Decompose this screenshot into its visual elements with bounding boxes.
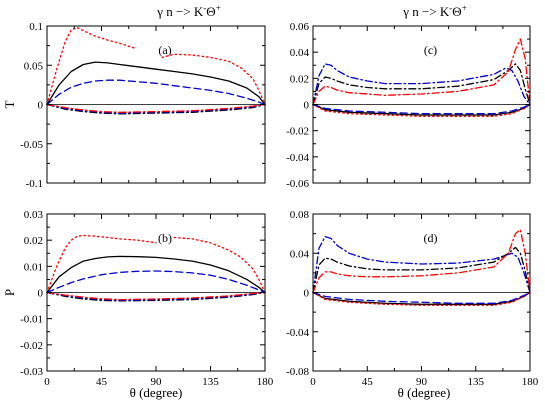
panel-label: (c) [424, 43, 437, 57]
xlabel-left: θ (degree) [130, 385, 183, 400]
series-line-a-0 [46, 61, 266, 106]
series-line-a-5 [46, 103, 266, 114]
xtick-label: 180 [522, 376, 539, 388]
ytick-label: 0.01 [24, 261, 43, 273]
series-line-c-0 [312, 63, 531, 106]
series-line-d-2 [312, 229, 531, 294]
title-right: γ n −> K-Θ+ [402, 3, 467, 19]
ytick-label: 0.02 [24, 235, 43, 247]
xtick-label: 45 [362, 376, 374, 388]
ytick-label: -0.04 [286, 152, 309, 164]
ytick-label: -0.08 [286, 366, 309, 378]
series-line-b-5 [46, 291, 266, 302]
ytick-label: -0.03 [20, 366, 43, 378]
series-line-c-4 [312, 103, 531, 117]
xtick-label: 0 [310, 376, 316, 388]
ytick-label: 0.05 [24, 60, 44, 72]
ytick-label: 0.04 [290, 248, 310, 260]
series-line-c-5 [312, 103, 531, 115]
series-line-a-2 [161, 53, 266, 106]
series-line-d-1 [312, 246, 531, 294]
xtick-label: 45 [96, 376, 108, 388]
xtick-label: 90 [416, 376, 428, 388]
series-line-b-2 [173, 236, 266, 294]
xtick-label: 0 [44, 376, 50, 388]
ytick-label: -0.02 [20, 340, 43, 352]
series-line-b-1 [46, 234, 157, 294]
ytick-label: 0.03 [24, 209, 44, 221]
ytick-label: -0.06 [286, 178, 309, 190]
series-line-c-1 [312, 63, 531, 106]
series-line-d-4 [312, 291, 531, 306]
panel-label: (b) [158, 231, 172, 245]
ytick-label: 0 [38, 100, 44, 112]
series-line-c-3 [312, 103, 531, 116]
panel-b: -0.03 -0.02 -0.01 0 0.01 0.02 0.03 0 45 90 135 180 (… [2, 209, 274, 388]
xtick-label: 135 [202, 376, 219, 388]
series-line-c-2 [312, 38, 531, 106]
xtick-label: 180 [257, 376, 274, 388]
series-line-d-0 [312, 235, 531, 294]
ytick-label: 0.1 [29, 21, 43, 33]
ytick-label: -0.1 [26, 178, 43, 190]
ytick-label: 0.02 [290, 73, 309, 85]
ylabel: P [2, 289, 17, 296]
series-line-a-4 [46, 103, 266, 115]
series-line-a-3 [46, 79, 266, 106]
ytick-label: 0 [304, 100, 310, 112]
panel-a: -0.1 -0.05 0 0.05 0.1 (a) T [2, 21, 266, 190]
panel-label: (d) [424, 231, 438, 245]
ytick-label: 0.08 [290, 209, 310, 221]
ytick-label: 0 [304, 288, 310, 300]
series-line-b-0 [46, 255, 266, 294]
ytick-label: 0.06 [290, 21, 310, 33]
series-line-d-5 [312, 291, 531, 304]
series-line-a-6 [46, 103, 266, 113]
ylabel: T [2, 100, 17, 108]
xtick-label: 135 [468, 376, 485, 388]
ytick-label: 0.04 [290, 47, 310, 59]
ytick-label: -0.01 [20, 314, 43, 326]
xtick-label: 90 [151, 376, 163, 388]
title-left: γ n −> K-Θ+ [156, 3, 221, 19]
panel-c: -0.06 -0.04 -0.02 0 0.02 0.04 0.06 (c) [286, 21, 531, 190]
series-line-a-1 [46, 26, 135, 106]
ytick-label: -0.04 [286, 327, 309, 339]
ytick-label: -0.05 [20, 139, 43, 151]
panel-d: -0.08 -0.04 0 0.04 0.08 0 45 90 135 180 (d) [286, 209, 539, 388]
ytick-label: 0 [38, 288, 44, 300]
xlabel-right: θ (degree) [398, 385, 451, 400]
ytick-label: -0.02 [286, 126, 309, 138]
panel-label: (a) [158, 43, 171, 57]
series-line-b-6 [46, 291, 266, 301]
series-line-b-3 [46, 270, 266, 294]
